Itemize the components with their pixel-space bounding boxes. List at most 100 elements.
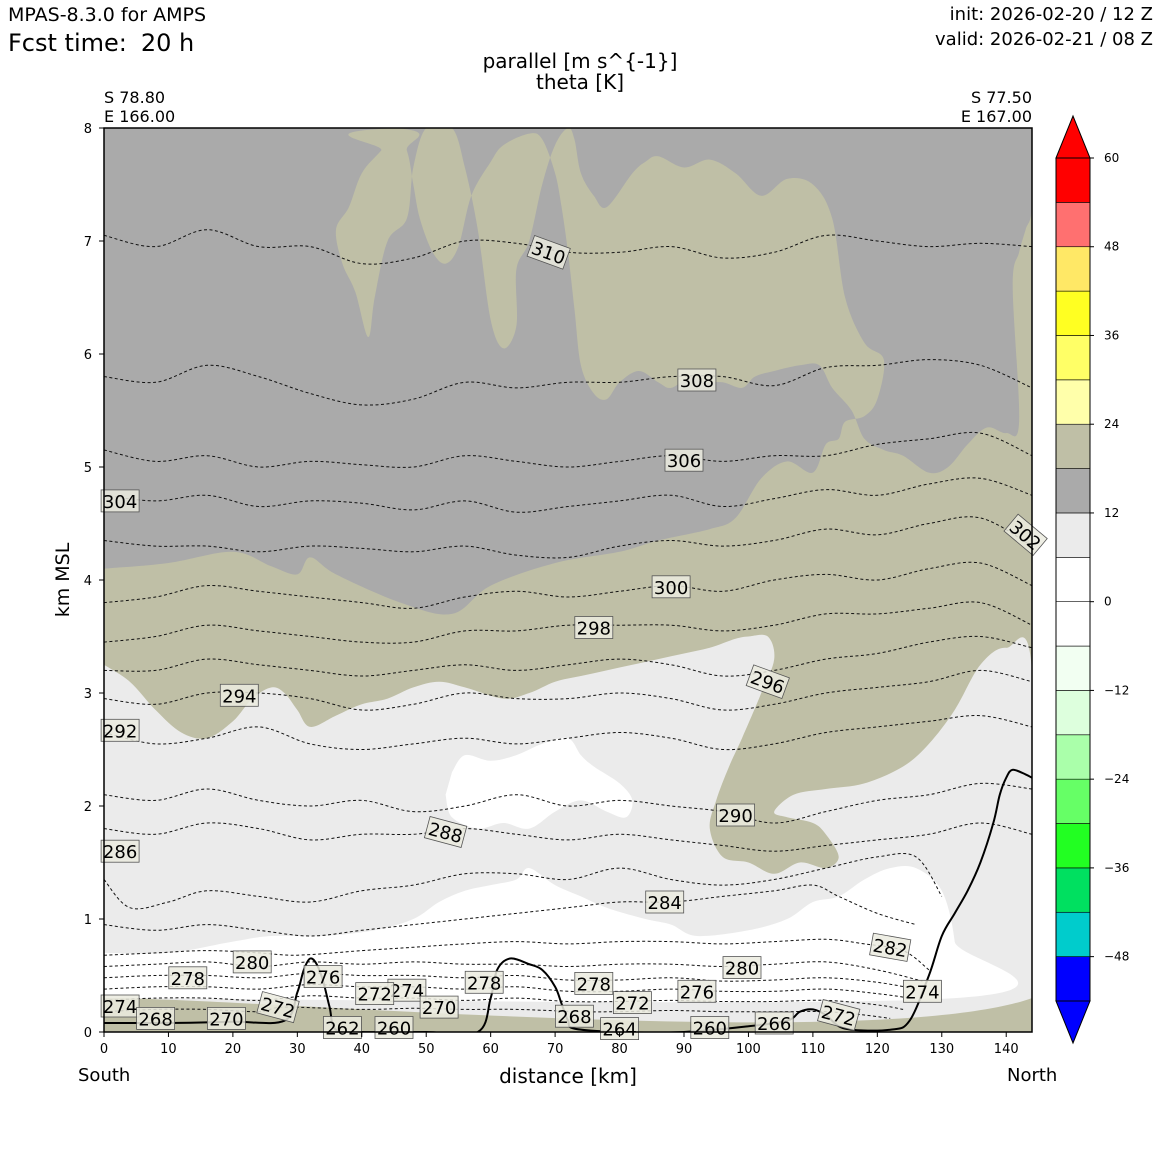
forecast-time-prefix: Fcst time: <box>8 29 127 57</box>
colorbar-bin <box>1055 911 1091 957</box>
svg-text:300: 300 <box>654 578 688 599</box>
svg-text:60: 60 <box>482 1042 499 1057</box>
theta-contour-308 <box>104 359 1032 406</box>
theta-label-278: 278 <box>464 970 504 994</box>
x-tick: 50 <box>418 1032 434 1057</box>
theta-label-286: 286 <box>100 839 140 863</box>
x-tick: 120 <box>865 1032 890 1057</box>
x-tick: 60 <box>482 1032 499 1057</box>
svg-text:30: 30 <box>289 1042 306 1057</box>
svg-text:140: 140 <box>994 1042 1019 1057</box>
colorbar-bin <box>1055 202 1091 248</box>
colorbar-max-arrow <box>1055 114 1091 159</box>
wind-region <box>445 737 633 829</box>
x-axis-label: distance [km] <box>499 1064 637 1088</box>
colorbar-bin <box>1055 512 1091 558</box>
svg-text:284: 284 <box>648 893 682 914</box>
theta-label-294: 294 <box>219 683 259 707</box>
colorbar-bin <box>1055 379 1091 425</box>
svg-text:2: 2 <box>84 800 92 815</box>
svg-text:262: 262 <box>325 1019 359 1040</box>
svg-text:304: 304 <box>103 492 137 513</box>
svg-text:266: 266 <box>757 1014 791 1035</box>
colorbar-bin <box>1055 778 1091 824</box>
y-tick: 0 <box>84 1026 104 1041</box>
svg-text:40: 40 <box>354 1042 371 1057</box>
svg-text:0: 0 <box>100 1042 108 1057</box>
theta-contour-276 <box>104 983 910 999</box>
colorbar-tick: −12 <box>1090 683 1129 697</box>
theta-label-296: 296 <box>745 664 790 700</box>
svg-text:0: 0 <box>84 1026 92 1041</box>
chart-title-wind: parallel [m s^{-1}] <box>482 49 678 73</box>
x-tick: 30 <box>289 1032 306 1057</box>
right-endpoint-coords: S 77.50 E 167.00 <box>961 88 1032 126</box>
theta-label-298: 298 <box>574 616 614 640</box>
theta-label-278: 278 <box>168 966 208 990</box>
svg-text:3: 3 <box>84 687 92 702</box>
svg-text:280: 280 <box>725 959 759 980</box>
theta-contour-300 <box>104 561 1032 609</box>
svg-text:270: 270 <box>209 1009 243 1030</box>
colorbar-bin <box>1055 823 1091 869</box>
svg-text:272: 272 <box>615 994 649 1015</box>
theta-label-276: 276 <box>677 979 717 1003</box>
colorbar-tick: 60 <box>1090 151 1119 165</box>
theta-contour-290 <box>104 782 1032 824</box>
x-tick: 0 <box>100 1032 108 1057</box>
colorbar-bin <box>1055 423 1091 469</box>
theta-label-274: 274 <box>100 994 140 1018</box>
svg-text:80: 80 <box>611 1042 628 1057</box>
svg-text:7: 7 <box>84 235 92 250</box>
theta-contour-296 <box>104 635 1032 677</box>
svg-text:8: 8 <box>84 122 92 137</box>
svg-text:100: 100 <box>736 1042 761 1057</box>
colorbar-bin <box>1055 290 1091 336</box>
theta-label-288: 288 <box>423 815 468 848</box>
colorbar-bin <box>1055 734 1091 780</box>
svg-text:1: 1 <box>84 913 92 928</box>
svg-text:274: 274 <box>103 997 137 1018</box>
svg-text:0: 0 <box>1104 595 1112 609</box>
theta-label-264: 264 <box>600 1017 639 1041</box>
svg-text:36: 36 <box>1104 328 1119 342</box>
svg-text:292: 292 <box>103 721 137 742</box>
colorbar-bin <box>1055 557 1091 602</box>
svg-text:−12: −12 <box>1104 683 1129 697</box>
colorbar-bin <box>1055 867 1091 913</box>
theta-label-268: 268 <box>136 1007 176 1030</box>
y-tick: 4 <box>84 574 104 589</box>
theta-label-266: 266 <box>754 1011 794 1035</box>
y-tick: 2 <box>84 800 104 815</box>
svg-text:308: 308 <box>680 371 714 392</box>
svg-text:130: 130 <box>929 1042 954 1057</box>
theta-label-290: 290 <box>716 803 755 827</box>
svg-text:90: 90 <box>676 1042 693 1057</box>
svg-text:274: 274 <box>905 982 939 1003</box>
theta-label-276: 276 <box>303 965 343 989</box>
init-time-label: init: 2026-02-20 / 12 Z <box>949 4 1153 25</box>
y-tick: 6 <box>84 348 104 363</box>
theta-label-280: 280 <box>722 956 762 980</box>
colorbar-tick: 12 <box>1090 506 1119 520</box>
svg-text:−48: −48 <box>1104 950 1129 964</box>
y-tick: 7 <box>84 235 104 250</box>
model-label: MPAS-8.3.0 for AMPS <box>8 4 207 26</box>
left-endpoint-lat: S 78.80 <box>104 88 166 107</box>
svg-text:270: 270 <box>422 998 456 1019</box>
theta-contour-294 <box>104 669 1032 711</box>
theta-label-260: 260 <box>690 1016 730 1040</box>
theta-contour-278 <box>104 972 917 990</box>
theta-contour-282 <box>104 938 930 971</box>
svg-text:272: 272 <box>358 985 392 1006</box>
theta-label-292: 292 <box>100 718 140 742</box>
colorbar-tick: −36 <box>1090 861 1129 875</box>
theta-label-306: 306 <box>664 448 704 472</box>
svg-text:−36: −36 <box>1104 861 1129 875</box>
theta-label-300: 300 <box>651 575 691 599</box>
south-end-label: South <box>78 1065 131 1086</box>
svg-text:6: 6 <box>84 348 92 363</box>
x-tick: 140 <box>994 1032 1019 1057</box>
svg-text:60: 60 <box>1104 151 1119 165</box>
y-axis-ticks: 0 1 2 3 4 5 6 7 8 <box>84 122 104 1041</box>
